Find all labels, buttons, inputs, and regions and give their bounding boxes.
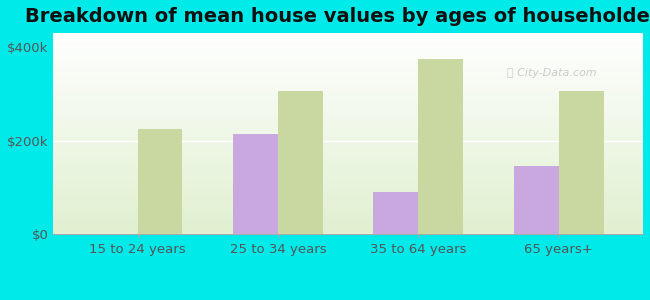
Bar (138, 129, 183, 234)
Bar (233, 134, 278, 234)
Bar (374, 192, 419, 234)
Bar (419, 59, 463, 234)
Bar (514, 166, 559, 234)
Bar (559, 92, 604, 234)
Title: Breakdown of mean house values by ages of householders: Breakdown of mean house values by ages o… (25, 7, 650, 26)
Legend: Coleman, Texas: Coleman, Texas (258, 297, 438, 300)
Bar (278, 92, 323, 234)
Text: Ⓢ City-Data.com: Ⓢ City-Data.com (508, 68, 597, 78)
